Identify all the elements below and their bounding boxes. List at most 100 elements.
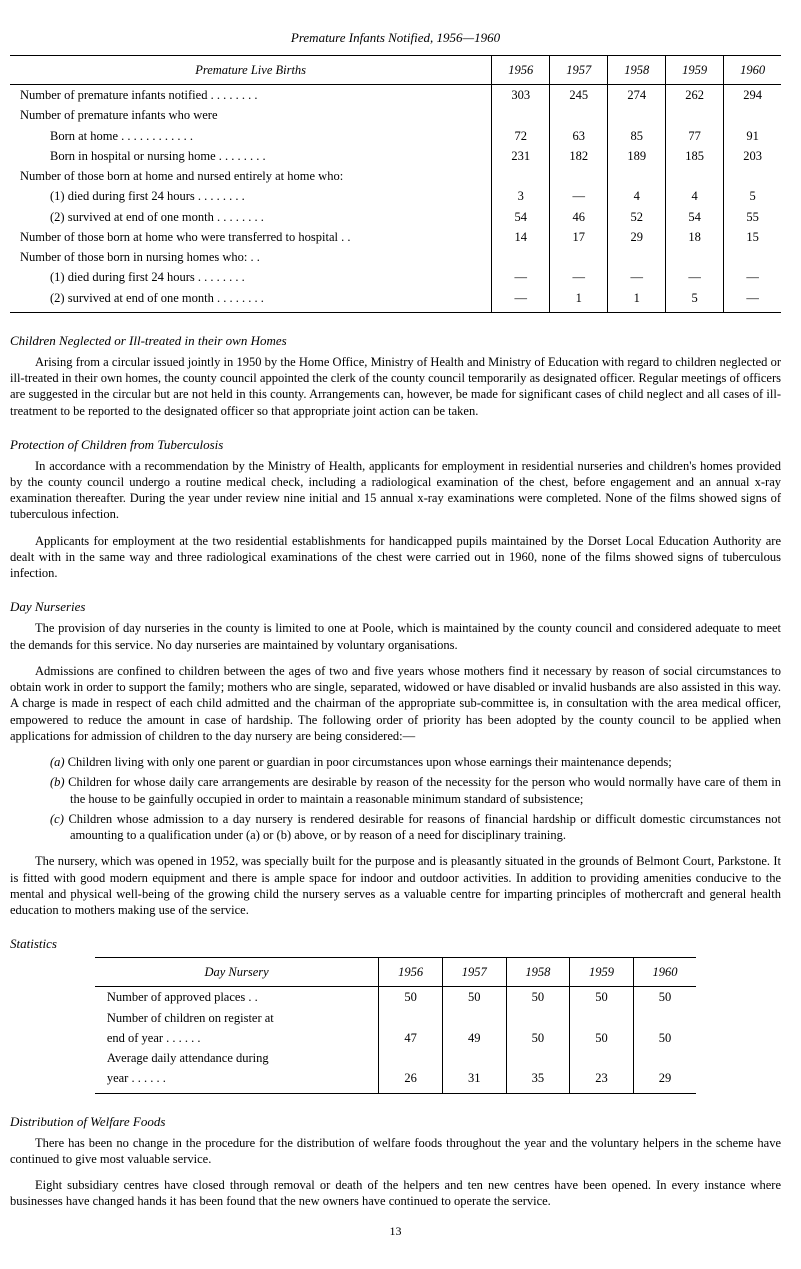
row-label: Number of those born in nursing homes wh… xyxy=(10,247,492,267)
cell: 303 xyxy=(492,85,550,106)
cell: 47 xyxy=(379,1028,443,1048)
cell: 185 xyxy=(666,146,724,166)
page-title: Premature Infants Notified, 1956—1960 xyxy=(10,30,781,47)
row-label: Number of those born at home who were tr… xyxy=(10,227,492,247)
row-label: end of year . . . . . . xyxy=(95,1028,379,1048)
section3-para3: The nursery, which was opened in 1952, w… xyxy=(10,853,781,918)
section2-heading: Protection of Children from Tuberculosis xyxy=(10,437,781,454)
table-row: Number of premature infants who were xyxy=(10,105,781,125)
table2-header-3: 1958 xyxy=(506,958,570,987)
cell: 63 xyxy=(550,126,608,146)
table-row: Average daily attendance during xyxy=(95,1048,696,1068)
list-item-c: (c) Children whose admission to a day nu… xyxy=(50,811,781,844)
row-label: Born at home . . . . . . . . . . . . xyxy=(10,126,492,146)
cell xyxy=(608,105,666,125)
cell: 50 xyxy=(570,987,634,1008)
cell: 31 xyxy=(442,1068,506,1093)
cell: 49 xyxy=(442,1028,506,1048)
table2-header-4: 1959 xyxy=(570,958,634,987)
cell xyxy=(724,166,781,186)
cell: — xyxy=(608,267,666,287)
cell xyxy=(550,247,608,267)
list-item-b: (b) Children for whose daily care arrang… xyxy=(50,774,781,807)
cell xyxy=(442,1008,506,1028)
section2-para1: In accordance with a recommendation by t… xyxy=(10,458,781,523)
table-row: Number of those born at home and nursed … xyxy=(10,166,781,186)
cell: 29 xyxy=(633,1068,696,1093)
table2-header-0: Day Nursery xyxy=(95,958,379,987)
section3-para1: The provision of day nurseries in the co… xyxy=(10,620,781,653)
cell: 50 xyxy=(506,987,570,1008)
cell: 245 xyxy=(550,85,608,106)
table-row: (1) died during first 24 hours . . . . .… xyxy=(10,186,781,206)
cell: 189 xyxy=(608,146,666,166)
section4-para2: Eight subsidiary centres have closed thr… xyxy=(10,1177,781,1210)
cell: 50 xyxy=(442,987,506,1008)
cell: 262 xyxy=(666,85,724,106)
cell: — xyxy=(550,267,608,287)
cell: 29 xyxy=(608,227,666,247)
cell: 54 xyxy=(666,207,724,227)
cell: 274 xyxy=(608,85,666,106)
cell: 5 xyxy=(666,288,724,313)
table2-header-2: 1957 xyxy=(442,958,506,987)
cell xyxy=(633,1008,696,1028)
section4-heading: Distribution of Welfare Foods xyxy=(10,1114,781,1131)
cell xyxy=(492,105,550,125)
table-row: (2) survived at end of one month . . . .… xyxy=(10,207,781,227)
table1-header-1: 1956 xyxy=(492,55,550,84)
table1-header-2: 1957 xyxy=(550,55,608,84)
table-row: (1) died during first 24 hours . . . . .… xyxy=(10,267,781,287)
cell: — xyxy=(724,288,781,313)
section3-heading: Day Nurseries xyxy=(10,599,781,616)
cell xyxy=(666,247,724,267)
cell: — xyxy=(666,267,724,287)
row-label: Number of premature infants who were xyxy=(10,105,492,125)
section1-para1: Arising from a circular issued jointly i… xyxy=(10,354,781,419)
cell xyxy=(608,247,666,267)
table-row: Born in hospital or nursing home . . . .… xyxy=(10,146,781,166)
table-row: end of year . . . . . .4749505050 xyxy=(95,1028,696,1048)
priority-list: (a) Children living with only one parent… xyxy=(50,754,781,843)
cell: 15 xyxy=(724,227,781,247)
row-label: (2) survived at end of one month . . . .… xyxy=(10,207,492,227)
section1-heading: Children Neglected or Ill-treated in the… xyxy=(10,333,781,350)
list-item-a: (a) Children living with only one parent… xyxy=(50,754,781,770)
row-label: Average daily attendance during xyxy=(95,1048,379,1068)
cell: 203 xyxy=(724,146,781,166)
cell: 52 xyxy=(608,207,666,227)
table-row: year . . . . . .2631352329 xyxy=(95,1068,696,1093)
table-row: Number of approved places . .5050505050 xyxy=(95,987,696,1008)
table1-header-4: 1959 xyxy=(666,55,724,84)
cell: 4 xyxy=(608,186,666,206)
table1-header-5: 1960 xyxy=(724,55,781,84)
cell: 23 xyxy=(570,1068,634,1093)
day-nursery-table: Day Nursery 1956 1957 1958 1959 1960 Num… xyxy=(95,957,696,1094)
row-label: year . . . . . . xyxy=(95,1068,379,1093)
cell xyxy=(724,105,781,125)
cell: 35 xyxy=(506,1068,570,1093)
cell: 77 xyxy=(666,126,724,146)
premature-infants-table: Premature Live Births 1956 1957 1958 195… xyxy=(10,55,781,313)
cell: 50 xyxy=(633,1028,696,1048)
table-row: Number of premature infants notified . .… xyxy=(10,85,781,106)
cell xyxy=(492,166,550,186)
cell: 3 xyxy=(492,186,550,206)
table-row: Number of children on register at xyxy=(95,1008,696,1028)
cell: 50 xyxy=(379,987,443,1008)
cell: 1 xyxy=(550,288,608,313)
row-label: Born in hospital or nursing home . . . .… xyxy=(10,146,492,166)
cell: 17 xyxy=(550,227,608,247)
cell xyxy=(492,247,550,267)
statistics-label: Statistics xyxy=(10,936,781,953)
cell: 55 xyxy=(724,207,781,227)
cell xyxy=(724,247,781,267)
cell: 14 xyxy=(492,227,550,247)
cell: 5 xyxy=(724,186,781,206)
cell: — xyxy=(492,267,550,287)
row-label: Number of premature infants notified . .… xyxy=(10,85,492,106)
table1-header-3: 1958 xyxy=(608,55,666,84)
cell xyxy=(379,1048,443,1068)
section4-para1: There has been no change in the procedur… xyxy=(10,1135,781,1168)
cell xyxy=(570,1048,634,1068)
